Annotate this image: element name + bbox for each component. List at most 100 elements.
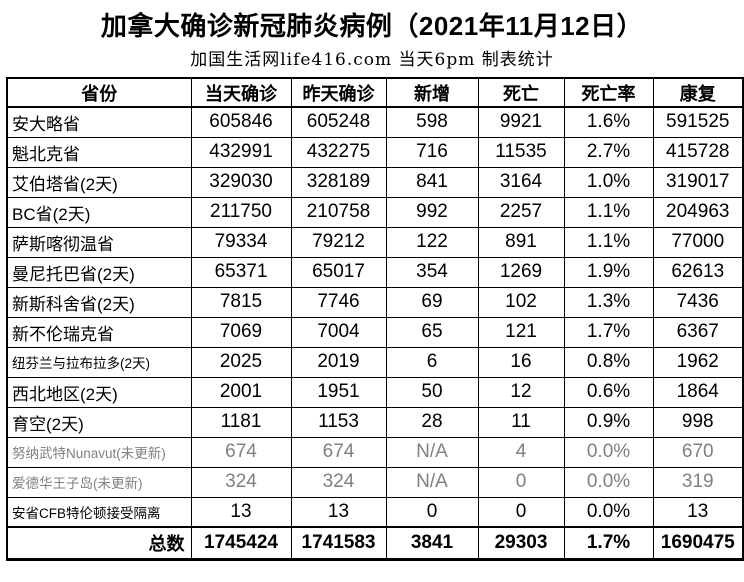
- total-yesterday-cell: 1741583: [290, 526, 387, 560]
- death-rate-cell: 1.6%: [563, 106, 654, 138]
- col-header-death-rate: 死亡率: [563, 77, 654, 108]
- today-confirmed-cell: 65371: [190, 256, 292, 288]
- today-confirmed-cell: 7069: [190, 316, 292, 348]
- yesterday-confirmed-cell: 328189: [290, 166, 387, 198]
- yesterday-confirmed-cell: 79212: [290, 226, 387, 258]
- new-cases-cell: 992: [385, 196, 479, 228]
- total-deaths-cell: 29303: [477, 526, 565, 560]
- deaths-cell: 1269: [477, 256, 565, 288]
- new-cases-cell: 841: [385, 166, 479, 198]
- header-row: 省份 当天确诊 昨天确诊 新增 死亡 死亡率 康复: [6, 77, 744, 108]
- death-rate-cell: 0.9%: [563, 406, 654, 438]
- table-row: 努纳武特Nunavut(未更新) 674 674 N/A 4 0.0% 670: [6, 436, 744, 468]
- yesterday-confirmed-cell: 674: [290, 436, 387, 468]
- deaths-cell: 0: [477, 496, 565, 528]
- death-rate-cell: 1.1%: [563, 226, 654, 258]
- total-today-cell: 1745424: [190, 526, 292, 560]
- col-header-new-cases: 新增: [385, 77, 479, 108]
- new-cases-cell: N/A: [385, 436, 479, 468]
- province-cell: 萨斯喀彻温省: [6, 226, 192, 258]
- deaths-cell: 121: [477, 316, 565, 348]
- recovered-cell: 6367: [652, 316, 744, 348]
- new-cases-cell: N/A: [385, 466, 479, 498]
- new-cases-cell: 716: [385, 136, 479, 168]
- yesterday-confirmed-cell: 605248: [290, 106, 387, 138]
- yesterday-confirmed-cell: 432275: [290, 136, 387, 168]
- province-cell: 曼尼托巴省(2天): [6, 256, 192, 288]
- death-rate-cell: 1.0%: [563, 166, 654, 198]
- deaths-cell: 9921: [477, 106, 565, 138]
- col-header-province: 省份: [6, 77, 192, 108]
- death-rate-cell: 1.7%: [563, 316, 654, 348]
- deaths-cell: 3164: [477, 166, 565, 198]
- col-header-recovered: 康复: [652, 77, 744, 108]
- total-death-rate-cell: 1.7%: [563, 526, 654, 560]
- death-rate-cell: 1.3%: [563, 286, 654, 318]
- deaths-cell: 891: [477, 226, 565, 258]
- table-row: 艾伯塔省(2天) 329030 328189 841 3164 1.0% 319…: [6, 166, 744, 198]
- deaths-cell: 0: [477, 466, 565, 498]
- recovered-cell: 591525: [652, 106, 744, 138]
- table-body: 安大略省 605846 605248 598 9921 1.6% 591525 …: [6, 106, 744, 528]
- death-rate-cell: 0.6%: [563, 376, 654, 408]
- page: 加拿大确诊新冠肺炎病例（2021年11月12日） 加国生活网life416.co…: [0, 6, 744, 561]
- today-confirmed-cell: 674: [190, 436, 292, 468]
- death-rate-cell: 0.0%: [563, 466, 654, 498]
- new-cases-cell: 0: [385, 496, 479, 528]
- today-confirmed-cell: 7815: [190, 286, 292, 318]
- table-row: 新斯科舍省(2天) 7815 7746 69 102 1.3% 7436: [6, 286, 744, 318]
- province-cell: 新不伦瑞克省: [6, 316, 192, 348]
- total-row: 总数 1745424 1741583 3841 29303 1.7% 16904…: [6, 526, 744, 560]
- today-confirmed-cell: 2025: [190, 346, 292, 378]
- yesterday-confirmed-cell: 324: [290, 466, 387, 498]
- deaths-cell: 11: [477, 406, 565, 438]
- table-row: 安大略省 605846 605248 598 9921 1.6% 591525: [6, 106, 744, 138]
- table-row: 纽芬兰与拉布拉多(2天) 2025 2019 6 16 0.8% 1962: [6, 346, 744, 378]
- new-cases-cell: 50: [385, 376, 479, 408]
- yesterday-confirmed-cell: 7004: [290, 316, 387, 348]
- yesterday-confirmed-cell: 210758: [290, 196, 387, 228]
- today-confirmed-cell: 79334: [190, 226, 292, 258]
- recovered-cell: 77000: [652, 226, 744, 258]
- province-cell: BC省(2天): [6, 196, 192, 228]
- province-cell: 新斯科舍省(2天): [6, 286, 192, 318]
- province-cell: 爱德华王子岛(未更新): [6, 466, 192, 498]
- province-cell: 安大略省: [6, 106, 192, 138]
- recovered-cell: 13: [652, 496, 744, 528]
- today-confirmed-cell: 211750: [190, 196, 292, 228]
- page-title: 加拿大确诊新冠肺炎病例（2021年11月12日）: [100, 11, 644, 41]
- table-row: 魁北克省 432991 432275 716 11535 2.7% 415728: [6, 136, 744, 168]
- today-confirmed-cell: 2001: [190, 376, 292, 408]
- new-cases-cell: 69: [385, 286, 479, 318]
- new-cases-cell: 65: [385, 316, 479, 348]
- table-row: 安省CFB特伦顿接受隔离 13 13 0 0 0.0% 13: [6, 496, 744, 528]
- province-cell: 安省CFB特伦顿接受隔离: [6, 496, 192, 528]
- today-confirmed-cell: 324: [190, 466, 292, 498]
- recovered-cell: 670: [652, 436, 744, 468]
- new-cases-cell: 354: [385, 256, 479, 288]
- recovered-cell: 204963: [652, 196, 744, 228]
- death-rate-cell: 0.0%: [563, 436, 654, 468]
- new-cases-cell: 28: [385, 406, 479, 438]
- col-header-yesterday-confirmed: 昨天确诊: [290, 77, 387, 108]
- recovered-cell: 1962: [652, 346, 744, 378]
- yesterday-confirmed-cell: 13: [290, 496, 387, 528]
- deaths-cell: 4: [477, 436, 565, 468]
- recovered-cell: 319017: [652, 166, 744, 198]
- new-cases-cell: 6: [385, 346, 479, 378]
- total-new-cell: 3841: [385, 526, 479, 560]
- yesterday-confirmed-cell: 1153: [290, 406, 387, 438]
- table-row: BC省(2天) 211750 210758 992 2257 1.1% 2049…: [6, 196, 744, 228]
- page-subtitle: 加国生活网life416.com 当天6pm 制表统计: [190, 50, 554, 70]
- deaths-cell: 2257: [477, 196, 565, 228]
- province-cell: 育空(2天): [6, 406, 192, 438]
- today-confirmed-cell: 605846: [190, 106, 292, 138]
- table-row: 爱德华王子岛(未更新) 324 324 N/A 0 0.0% 319: [6, 466, 744, 498]
- recovered-cell: 7436: [652, 286, 744, 318]
- yesterday-confirmed-cell: 65017: [290, 256, 387, 288]
- deaths-cell: 102: [477, 286, 565, 318]
- today-confirmed-cell: 329030: [190, 166, 292, 198]
- table-row: 西北地区(2天) 2001 1951 50 12 0.6% 1864: [6, 376, 744, 408]
- table-row: 育空(2天) 1181 1153 28 11 0.9% 998: [6, 406, 744, 438]
- recovered-cell: 415728: [652, 136, 744, 168]
